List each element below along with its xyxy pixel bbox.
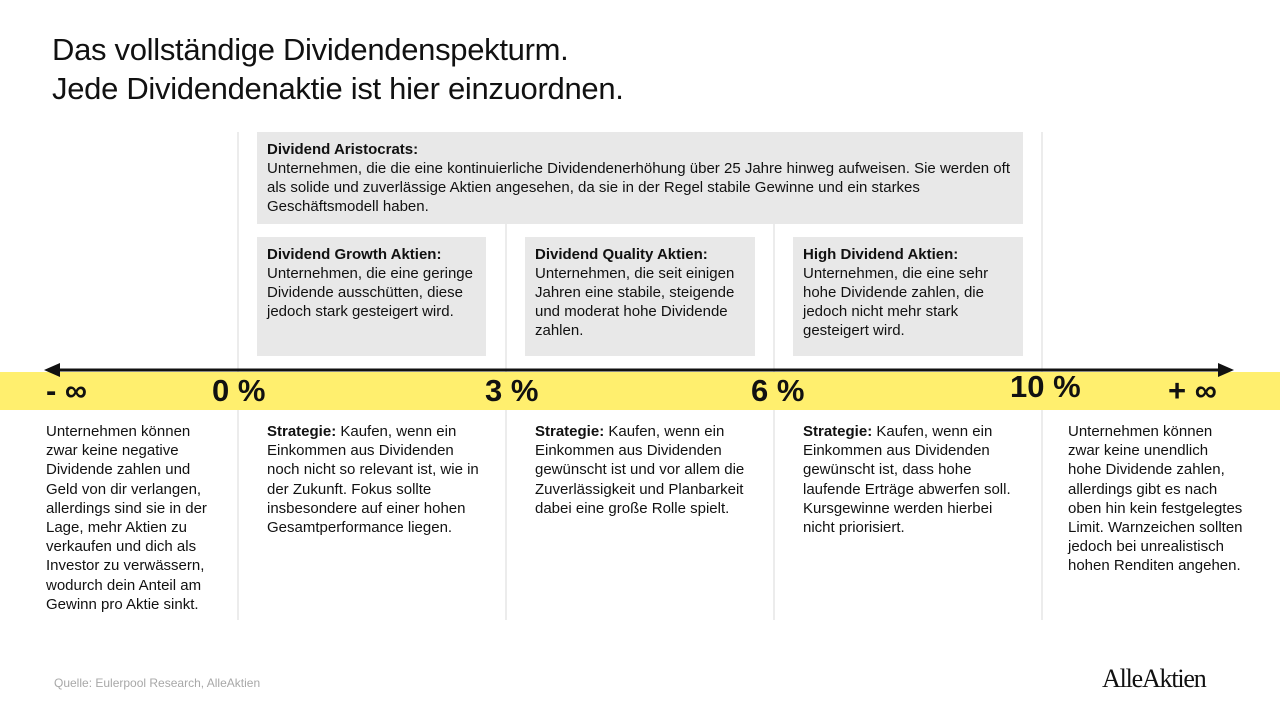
- growth-box: Dividend Growth Aktien: Unternehmen, die…: [257, 237, 486, 356]
- tick-0-percent: 0 %: [212, 373, 266, 408]
- strategy-label: Strategie:: [267, 423, 337, 440]
- desc-strategy-high: Strategie: Kaufen, wenn ein Einkommen au…: [803, 422, 1015, 537]
- tick-6-percent: 6 %: [751, 373, 805, 408]
- page-title: Das vollständige Dividendenspekturm. Jed…: [52, 30, 624, 108]
- alleaktien-logo: AlleAktien: [1102, 664, 1207, 693]
- quality-text: Unternehmen, die seit einigen Jahren ein…: [535, 265, 735, 339]
- desc-strategy-growth: Strategie: Kaufen, wenn ein Einkommen au…: [267, 422, 481, 537]
- quality-heading: Dividend Quality Aktien:: [535, 246, 708, 263]
- arrow-left-icon: [44, 363, 60, 377]
- growth-heading: Dividend Growth Aktien:: [267, 246, 442, 263]
- strategy-high-text: Kaufen, wenn ein Einkommen aus Dividende…: [803, 423, 1011, 537]
- axis-band: [0, 372, 1280, 410]
- source-note: Quelle: Eulerpool Research, AlleAktien: [54, 676, 261, 690]
- tick-plus-infinity: + ∞: [1168, 373, 1217, 408]
- growth-text: Unternehmen, die eine geringe Dividende …: [267, 265, 473, 320]
- aristocrats-heading: Dividend Aristocrats:: [267, 141, 419, 158]
- high-dividend-text: Unternehmen, die eine sehr hohe Dividend…: [803, 265, 989, 339]
- title-line-1: Das vollständige Dividendenspekturm.: [52, 32, 569, 67]
- title-line-2: Jede Dividendenaktie ist hier einzuordne…: [52, 71, 624, 106]
- arrow-right-icon: [1218, 363, 1234, 377]
- strategy-quality-text: Kaufen, wenn ein Einkommen aus Dividende…: [535, 423, 745, 517]
- desc-positive-infinity: Unternehmen können zwar keine unendlich …: [1068, 423, 1243, 575]
- strategy-label: Strategie:: [803, 423, 873, 440]
- desc-strategy-quality: Strategie: Kaufen, wenn ein Einkommen au…: [535, 422, 749, 518]
- strategy-growth-text: Kaufen, wenn ein Einkommen aus Dividende…: [267, 423, 479, 537]
- desc-negative: Unternehmen können zwar keine negative D…: [46, 423, 207, 613]
- quality-box: Dividend Quality Aktien: Unternehmen, di…: [525, 237, 755, 356]
- aristocrats-box: Dividend Aristocrats: Unternehmen, die d…: [257, 132, 1023, 224]
- high-dividend-heading: High Dividend Aktien:: [803, 246, 959, 263]
- aristocrats-text: Unternehmen, die die eine kontinuierlich…: [267, 160, 1010, 215]
- high-dividend-box: High Dividend Aktien: Unternehmen, die e…: [793, 237, 1023, 356]
- tick-minus-infinity: - ∞: [46, 373, 88, 408]
- strategy-label: Strategie:: [535, 423, 605, 440]
- axis-arrow: [44, 363, 1234, 377]
- tick-10-percent: 10 %: [1010, 369, 1081, 404]
- tick-3-percent: 3 %: [485, 373, 539, 408]
